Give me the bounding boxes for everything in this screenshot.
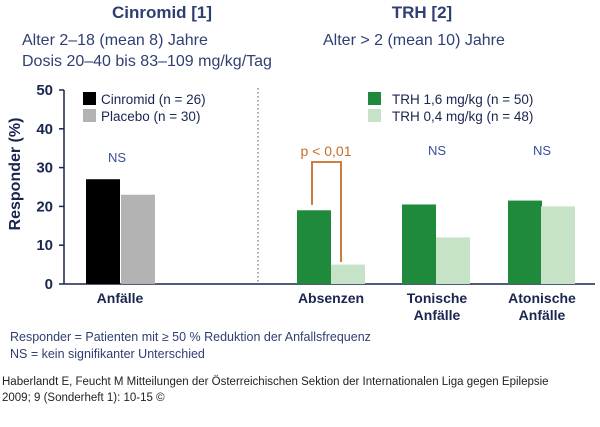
legend-label-cinromid: Cinromid (n = 26) (101, 92, 206, 107)
y-ticks: 0 10 20 30 40 50 (36, 82, 64, 293)
ns-label-tonische: NS (428, 143, 446, 158)
y-axis-label: Responder (%) (7, 118, 24, 231)
y-tick-label: 50 (36, 82, 53, 99)
legend-label-placebo: Placebo (n = 30) (101, 109, 200, 124)
legend-label-trh-low: TRH 0,4 mg/kg (n = 48) (392, 109, 533, 124)
category-label: Anfälle (97, 290, 144, 306)
p-value-label: p < 0,01 (301, 143, 352, 159)
right-header-title: TRH [2] (392, 3, 452, 22)
legend-swatch-trh-high (368, 92, 381, 105)
footnote-ns: NS = kein signifikanter Unterschied (10, 347, 205, 361)
legend-right: TRH 1,6 mg/kg (n = 50) TRH 0,4 mg/kg (n … (368, 92, 533, 124)
y-tick-label: 0 (45, 276, 53, 293)
bar-2-series-4 (331, 264, 365, 284)
left-header-title: Cinromid [1] (112, 3, 212, 22)
category-labels: Anfälle Absenzen Tonische Anfälle Atonische A… (97, 290, 576, 323)
legend-swatch-placebo (83, 109, 96, 122)
source-citation-line1: Haberlandt E, Feucht M Mitteilungen der … (2, 376, 549, 388)
y-tick-label: 20 (36, 198, 53, 215)
legend-left: Cinromid (n = 26) Placebo (n = 30) (83, 92, 206, 124)
category-label: Tonische Anfälle (407, 290, 468, 323)
bar-4-series-4 (541, 206, 575, 284)
y-tick-label: 40 (36, 121, 53, 138)
left-header-age: Alter 2–18 (mean 8) Jahre (22, 32, 208, 49)
ns-label-anfaelle: NS (108, 150, 126, 165)
source-citation-line2: 2009; 9 (Sonderheft 1): 10-15 © (2, 392, 165, 404)
bar-3-series-3 (402, 204, 436, 284)
legend-label-trh-high: TRH 1,6 mg/kg (n = 50) (392, 92, 533, 107)
category-label: Absenzen (298, 290, 364, 306)
bars (86, 179, 575, 284)
bar-1-series-1 (86, 179, 120, 284)
y-tick-label: 30 (36, 160, 53, 177)
legend-swatch-cinromid (83, 92, 96, 105)
y-tick-label: 10 (36, 237, 53, 254)
bar-3-series-4 (436, 237, 470, 284)
legend-swatch-trh-low (368, 109, 381, 122)
left-header-dose: Dosis 20–40 bis 83–109 mg/kg/Tag (22, 53, 272, 70)
significance-bracket (311, 161, 342, 262)
footnote-responder: Responder = Patienten mit ≥ 50 % Redukti… (10, 330, 371, 344)
bar-2-series-3 (297, 210, 331, 284)
ns-label-atonische: NS (533, 143, 551, 158)
category-label: Atonische Anfälle (508, 290, 576, 323)
bar-4-series-3 (508, 200, 542, 284)
bar-1-series-2 (121, 194, 155, 284)
right-header-age: Alter > 2 (mean 10) Jahre (323, 32, 505, 49)
